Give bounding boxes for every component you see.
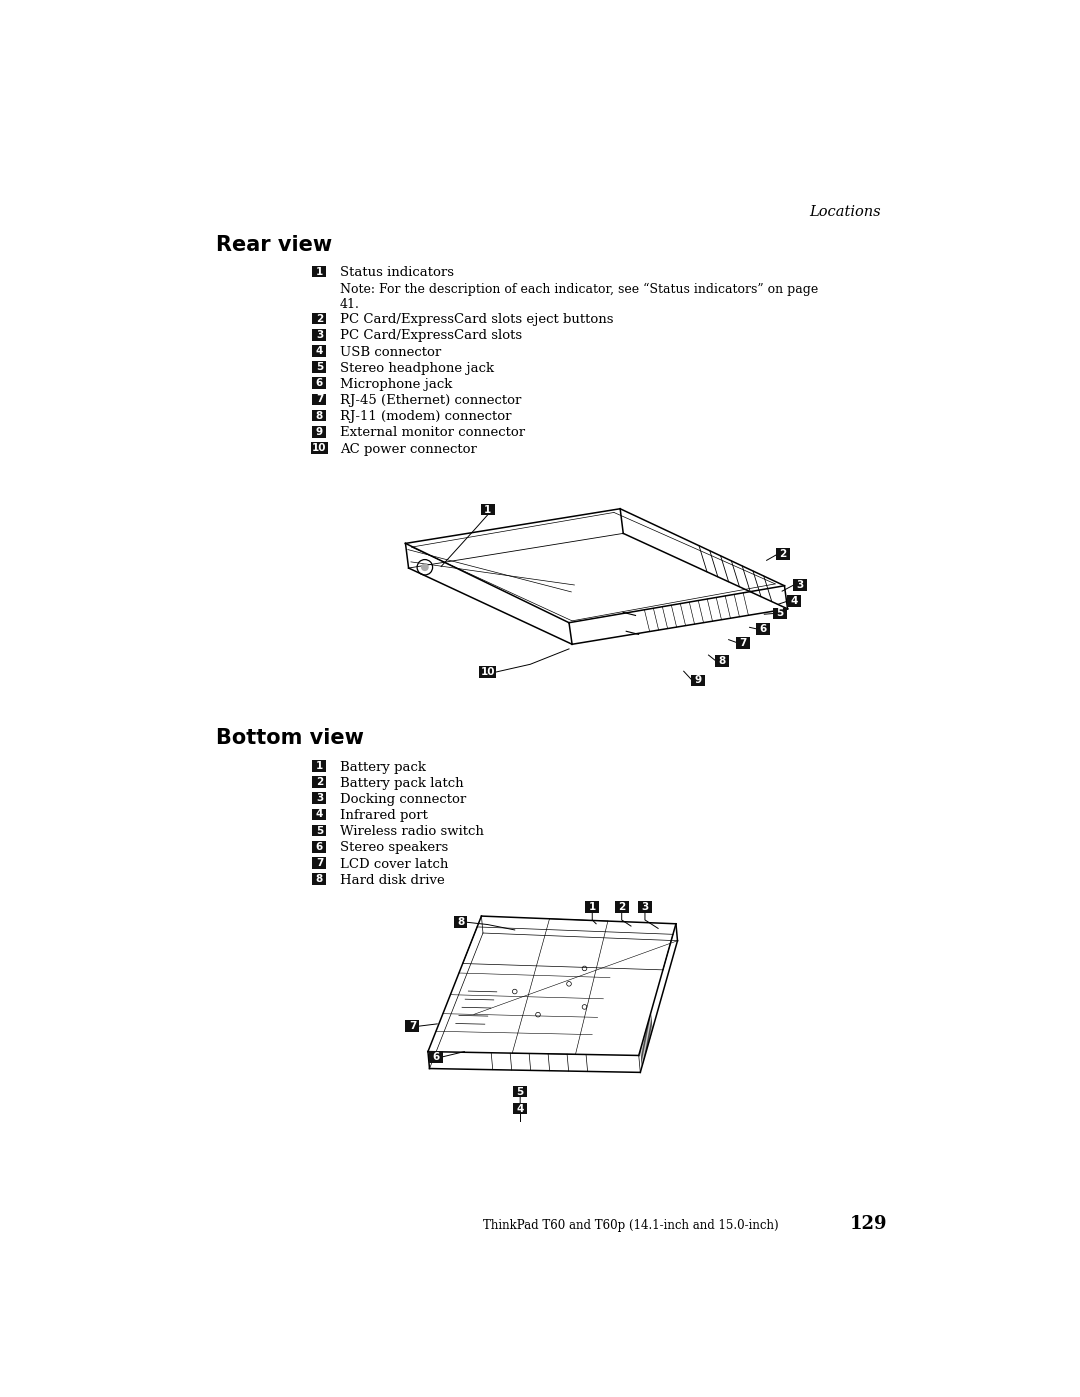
Text: 4: 4 xyxy=(791,597,797,606)
Text: 5: 5 xyxy=(315,826,323,835)
Text: 4: 4 xyxy=(315,346,323,356)
Text: 4: 4 xyxy=(315,809,323,820)
Text: 7: 7 xyxy=(408,1021,416,1031)
Text: Battery pack latch: Battery pack latch xyxy=(339,777,463,789)
FancyBboxPatch shape xyxy=(773,608,786,619)
Text: Note: For the description of each indicator, see “Status indicators” on page
41.: Note: For the description of each indica… xyxy=(339,282,818,310)
Circle shape xyxy=(421,563,429,571)
Text: Infrared port: Infrared port xyxy=(339,809,428,821)
FancyBboxPatch shape xyxy=(638,901,652,912)
Text: 7: 7 xyxy=(315,858,323,868)
Text: 7: 7 xyxy=(315,394,323,404)
FancyBboxPatch shape xyxy=(737,637,751,648)
Text: 6: 6 xyxy=(759,624,767,634)
FancyBboxPatch shape xyxy=(311,441,328,454)
Text: Bottom view: Bottom view xyxy=(216,728,364,749)
FancyBboxPatch shape xyxy=(480,666,496,678)
Text: 4: 4 xyxy=(516,1104,524,1113)
Text: Hard disk drive: Hard disk drive xyxy=(339,873,444,887)
Text: 10: 10 xyxy=(481,666,495,678)
Text: 6: 6 xyxy=(432,1052,440,1062)
Text: 3: 3 xyxy=(315,330,323,339)
FancyBboxPatch shape xyxy=(615,901,629,912)
Text: 2: 2 xyxy=(315,313,323,324)
FancyBboxPatch shape xyxy=(585,901,599,912)
FancyBboxPatch shape xyxy=(312,792,326,805)
Text: RJ-45 (Ethernet) connector: RJ-45 (Ethernet) connector xyxy=(339,394,521,407)
Text: 8: 8 xyxy=(315,411,323,420)
Text: ThinkPad T60 and T60p (14.1-inch and 15.0-inch): ThinkPad T60 and T60p (14.1-inch and 15.… xyxy=(483,1218,779,1232)
Text: Docking connector: Docking connector xyxy=(339,793,465,806)
Text: 5: 5 xyxy=(777,609,783,619)
FancyBboxPatch shape xyxy=(775,549,789,560)
Text: 1: 1 xyxy=(484,504,491,514)
FancyBboxPatch shape xyxy=(312,841,326,852)
Text: 3: 3 xyxy=(796,580,804,590)
FancyBboxPatch shape xyxy=(312,858,326,869)
FancyBboxPatch shape xyxy=(312,377,326,388)
FancyBboxPatch shape xyxy=(405,1020,419,1032)
Text: RJ-11 (modem) connector: RJ-11 (modem) connector xyxy=(339,411,511,423)
Text: 2: 2 xyxy=(780,549,786,559)
Text: 6: 6 xyxy=(315,379,323,388)
Text: 5: 5 xyxy=(315,362,323,372)
FancyBboxPatch shape xyxy=(312,760,326,771)
FancyBboxPatch shape xyxy=(786,595,800,606)
Text: 8: 8 xyxy=(457,918,464,928)
Text: 5: 5 xyxy=(516,1087,524,1097)
Text: PC Card/ExpressCard slots eject buttons: PC Card/ExpressCard slots eject buttons xyxy=(339,313,613,326)
FancyBboxPatch shape xyxy=(793,580,807,591)
Text: 9: 9 xyxy=(315,426,323,437)
FancyBboxPatch shape xyxy=(312,873,326,884)
FancyBboxPatch shape xyxy=(312,809,326,820)
FancyBboxPatch shape xyxy=(513,1102,527,1115)
Text: 6: 6 xyxy=(315,842,323,852)
Text: 129: 129 xyxy=(849,1215,887,1232)
Text: 1: 1 xyxy=(315,267,323,277)
Text: 2: 2 xyxy=(618,902,625,912)
FancyBboxPatch shape xyxy=(312,313,326,324)
Text: 8: 8 xyxy=(315,875,323,884)
Text: AC power connector: AC power connector xyxy=(339,443,476,455)
FancyBboxPatch shape xyxy=(454,916,468,928)
Text: 3: 3 xyxy=(642,902,649,912)
FancyBboxPatch shape xyxy=(312,265,326,278)
Text: Battery pack: Battery pack xyxy=(339,760,426,774)
FancyBboxPatch shape xyxy=(312,328,326,341)
Text: LCD cover latch: LCD cover latch xyxy=(339,858,448,870)
FancyBboxPatch shape xyxy=(312,426,326,437)
FancyBboxPatch shape xyxy=(756,623,770,634)
FancyBboxPatch shape xyxy=(429,1051,443,1063)
Text: Stereo headphone jack: Stereo headphone jack xyxy=(339,362,494,374)
FancyBboxPatch shape xyxy=(481,504,495,515)
FancyBboxPatch shape xyxy=(312,777,326,788)
FancyBboxPatch shape xyxy=(312,409,326,422)
Text: External monitor connector: External monitor connector xyxy=(339,426,525,440)
FancyBboxPatch shape xyxy=(312,824,326,837)
FancyBboxPatch shape xyxy=(312,345,326,356)
Text: 3: 3 xyxy=(315,793,323,803)
FancyBboxPatch shape xyxy=(691,675,705,686)
Text: 10: 10 xyxy=(312,443,327,453)
Text: Locations: Locations xyxy=(810,204,881,218)
FancyBboxPatch shape xyxy=(312,394,326,405)
Text: 7: 7 xyxy=(740,637,747,648)
Text: Stereo speakers: Stereo speakers xyxy=(339,841,448,855)
Text: 8: 8 xyxy=(719,657,726,666)
Text: 1: 1 xyxy=(589,902,596,912)
Text: 1: 1 xyxy=(315,761,323,771)
FancyBboxPatch shape xyxy=(312,362,326,373)
Text: Rear view: Rear view xyxy=(216,236,333,256)
Text: 2: 2 xyxy=(315,777,323,787)
FancyBboxPatch shape xyxy=(513,1085,527,1098)
Text: 9: 9 xyxy=(694,676,702,686)
Text: USB connector: USB connector xyxy=(339,345,441,359)
Text: Wireless radio switch: Wireless radio switch xyxy=(339,826,484,838)
Text: Status indicators: Status indicators xyxy=(339,267,454,279)
Text: PC Card/ExpressCard slots: PC Card/ExpressCard slots xyxy=(339,330,522,342)
FancyBboxPatch shape xyxy=(715,655,729,666)
Text: Microphone jack: Microphone jack xyxy=(339,377,451,391)
